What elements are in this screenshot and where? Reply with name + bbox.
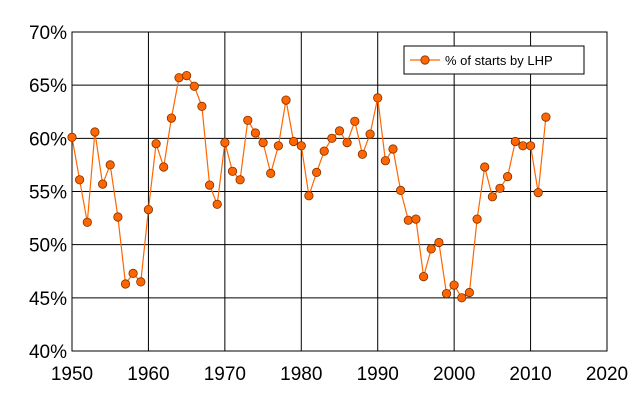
data-point-1980 [296,141,306,151]
data-point-1966 [189,81,199,91]
data-point-1986 [342,138,352,148]
y-tick-label: 50% [29,236,67,257]
data-point-1964 [174,73,184,83]
data-point-1970 [220,138,230,148]
x-tick-label: 2000 [433,364,475,385]
data-point-2005 [487,192,497,202]
data-point-1953 [90,127,100,137]
data-point-1950 [67,132,77,142]
series-points [67,71,551,303]
data-point-2010 [525,141,536,151]
data-point-2004 [480,162,490,172]
x-tick-label: 1970 [204,364,246,385]
data-point-1999 [441,288,452,299]
data-point-2011 [533,188,543,198]
data-point-1959 [136,277,146,287]
data-point-1975 [258,138,268,148]
data-point-1990 [373,93,383,103]
x-tick-label: 2010 [509,364,551,385]
data-point-2009 [518,141,528,151]
x-tick-label: 2020 [586,364,628,385]
plot-border [71,31,608,352]
data-point-1969 [212,199,222,209]
data-point-1968 [205,180,215,190]
data-point-2003 [472,214,482,224]
legend: % of starts by LHP [403,45,585,75]
data-point-1994 [403,215,413,225]
data-point-1997 [426,244,436,254]
data-point-1988 [357,149,367,159]
data-point-1981 [304,191,314,201]
legend-label: % of starts by LHP [445,53,553,68]
x-tick-label: 1960 [127,364,169,385]
data-point-1998 [434,237,444,248]
data-point-1967 [197,101,207,112]
data-point-1954 [98,179,108,189]
data-point-2007 [502,172,513,182]
y-axis-tick-labels: 40% 45% 50% 55% 60% 65% 70% [29,23,67,363]
data-point-1983 [319,146,329,156]
data-point-1982 [311,167,322,177]
data-point-1977 [273,141,283,151]
data-point-1961 [151,139,161,149]
data-point-1978 [281,95,291,105]
y-tick-label: 70% [29,23,67,44]
legend-marker-sample [420,55,430,65]
data-point-1974 [250,128,260,138]
data-point-1952 [82,217,92,227]
data-point-1957 [120,279,131,289]
data-point-2000 [449,280,459,290]
data-point-1989 [365,129,375,139]
data-point-1996 [418,271,429,282]
x-tick-label: 1950 [51,364,93,385]
data-point-1979 [288,136,299,147]
data-point-1963 [166,113,176,123]
y-tick-label: 65% [29,76,67,97]
y-tick-label: 60% [29,129,67,150]
data-point-1976 [266,168,276,178]
data-point-1995 [411,214,421,224]
data-point-1962 [159,162,169,172]
y-tick-label: 40% [29,342,67,363]
data-point-1956 [113,212,123,222]
data-point-1972 [235,175,245,185]
data-point-1993 [395,185,406,195]
y-tick-label: 55% [29,183,67,204]
data-point-1973 [243,115,253,125]
data-point-1955 [105,160,115,170]
x-axis-tick-labels: 1950 1960 1970 1980 1990 2000 2010 2020 [51,364,628,385]
data-point-1971 [227,166,238,176]
data-point-2008 [510,136,520,147]
data-point-1965 [182,71,192,81]
data-point-1984 [327,133,337,143]
data-point-1958 [128,268,138,278]
data-point-1985 [334,126,345,136]
data-point-1951 [75,175,85,185]
data-point-1987 [350,116,360,126]
data-point-1960 [143,205,153,215]
data-point-2001 [457,293,467,303]
data-point-2012 [541,112,551,122]
x-tick-label: 1990 [357,364,399,385]
x-tick-label: 1980 [280,364,322,385]
data-point-1991 [380,156,390,166]
y-tick-label: 45% [29,289,67,310]
data-point-2002 [464,287,474,298]
data-point-2006 [495,183,505,193]
data-point-1992 [388,144,398,154]
